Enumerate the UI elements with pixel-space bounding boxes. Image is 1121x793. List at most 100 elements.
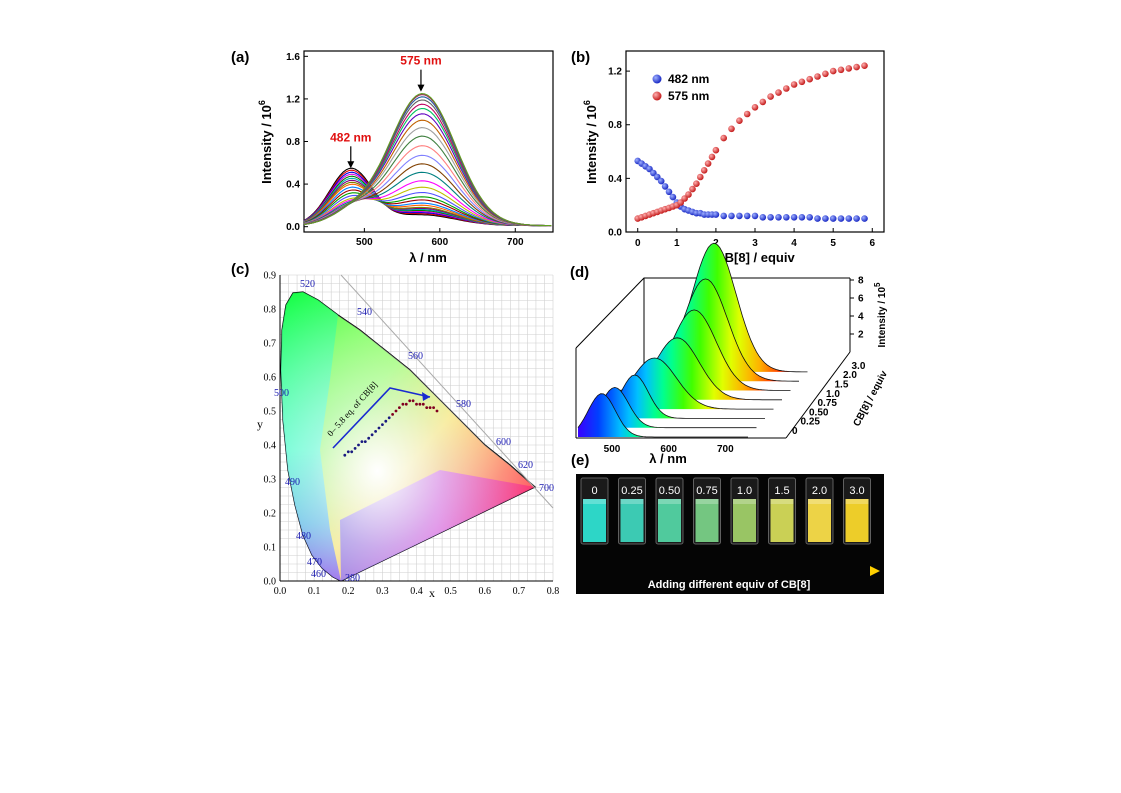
spectrum-line (303, 93, 552, 227)
panel-d-zlabel: CB[8] / equiv (852, 369, 891, 429)
wavelength-label: 500 (274, 388, 289, 399)
vial-meniscus (620, 499, 644, 504)
y-tick-label: 0.8 (608, 120, 622, 131)
data-point (712, 146, 720, 154)
vial-label: 2.0 (812, 485, 827, 497)
cie-point (367, 436, 371, 440)
slice-outline (594, 374, 765, 419)
panel-a-xlabel: λ / nm (409, 250, 447, 265)
y-tick-label: 0.8 (264, 305, 277, 316)
panel-c-points (343, 399, 439, 457)
x-tick-label: 5 (830, 238, 836, 249)
x-tick-label: 0.3 (376, 586, 389, 597)
data-point (693, 180, 700, 187)
panel-a-curves (303, 93, 552, 227)
cie-point (374, 430, 377, 433)
legend-label-482: 482 nm (668, 72, 709, 86)
panel-d-ylabel: Intensity / 105 (873, 282, 888, 348)
data-point (751, 212, 759, 220)
z-tick-label: 0.25 (801, 417, 821, 428)
wavelength-label: 490 (285, 477, 300, 488)
x-tick-label: 500 (604, 444, 621, 455)
y-tick-label: 0.5 (264, 407, 277, 418)
panel-a: (a) 500 600 700 0.0 0.4 0.8 1.2 1.6 λ / nm Inte… (231, 49, 554, 265)
vial-meniscus (733, 499, 756, 504)
panel-e-vials: 0 0.25 0.50 0.75 1.0 1.5 2.0 3.0 (580, 477, 871, 545)
cie-point (346, 450, 350, 454)
data-point (685, 191, 692, 198)
data-point (736, 117, 743, 124)
data-point (720, 212, 727, 220)
cie-point (353, 447, 357, 450)
cie-point (435, 409, 439, 413)
wavelength-label: 520 (300, 279, 315, 290)
data-point (720, 134, 727, 142)
data-point (775, 89, 782, 96)
vial-label: 0 (591, 485, 597, 497)
wavelength-label: 460 (311, 569, 326, 580)
panel-e-arrow-head (870, 566, 880, 576)
panel-b-xlabel: CB[8] / equiv (715, 250, 795, 265)
vial-meniscus (808, 499, 831, 504)
z-tick-label: 1.5 (835, 380, 849, 391)
panel-d-label: (d) (570, 264, 589, 281)
y-tick-label: 0.9 (264, 271, 277, 282)
y-tick-label: 0.6 (264, 373, 277, 384)
x-tick-label: 0.4 (410, 586, 423, 597)
cie-trend-arrow (332, 387, 431, 449)
y-tick-label: 8 (858, 276, 864, 287)
legend-marker-575 (652, 91, 662, 101)
data-point (861, 62, 868, 69)
panel-e: (e) 0 0.25 0.50 0.75 1.0 1.5 2.0 3.0 Adding dif… (571, 452, 884, 594)
data-point (806, 214, 813, 221)
cie-point (411, 399, 415, 403)
y-tick-label: 0.7 (264, 339, 277, 350)
data-point (798, 78, 806, 86)
cie-point (408, 399, 412, 403)
z-tick-label: 0.75 (818, 398, 838, 409)
panel-b-ticks: 0 1 2 3 4 5 6 0.0 0.4 0.8 1.2 (608, 67, 875, 249)
legend-label-575: 575 nm (668, 89, 709, 103)
annotation-arrow-head (347, 161, 355, 169)
slice-outline (577, 393, 748, 438)
annotation-arrow-head (417, 84, 425, 92)
cie-point (428, 406, 432, 409)
wavelength-label: 620 (518, 460, 533, 471)
y-tick-label: 0.0 (264, 577, 277, 588)
data-point (837, 215, 845, 222)
data-point (712, 211, 720, 218)
legend-marker-482 (652, 74, 662, 84)
panel-b-points (634, 62, 868, 222)
y-tick-label: 6 (858, 294, 864, 305)
cie-point (360, 440, 364, 443)
vial-meniscus (845, 499, 869, 504)
vial-label: 1.5 (774, 485, 789, 497)
panel-c-label: (c) (231, 261, 249, 278)
x-tick-label: 0.2 (342, 586, 355, 597)
x-tick-label: 600 (431, 237, 448, 248)
slice-area (595, 375, 765, 419)
cie-point (404, 402, 408, 406)
x-tick-label: 0.1 (308, 586, 321, 597)
slice-outline (586, 386, 757, 429)
panel-e-caption: Adding different equiv of CB[8] (648, 579, 811, 591)
vial-liquid (620, 499, 644, 542)
panel-b-label: (b) (571, 49, 590, 66)
cie-point (381, 423, 384, 426)
panel-d-slices (577, 242, 808, 438)
data-point (700, 167, 708, 174)
cie-point (370, 433, 374, 437)
y-tick-label: 2 (858, 330, 864, 341)
data-point (767, 93, 774, 100)
data-point (657, 177, 665, 185)
data-point (661, 183, 669, 190)
panel-a-annotations: 482 nm 575 nm (330, 54, 442, 169)
wavelength-label: 580 (456, 399, 471, 410)
cie-point (350, 450, 354, 454)
cie-point (343, 453, 347, 457)
x-tick-label: 0.8 (547, 586, 560, 597)
x-tick-label: 0 (635, 238, 641, 249)
cie-point (357, 443, 360, 447)
slice-area (586, 387, 757, 428)
